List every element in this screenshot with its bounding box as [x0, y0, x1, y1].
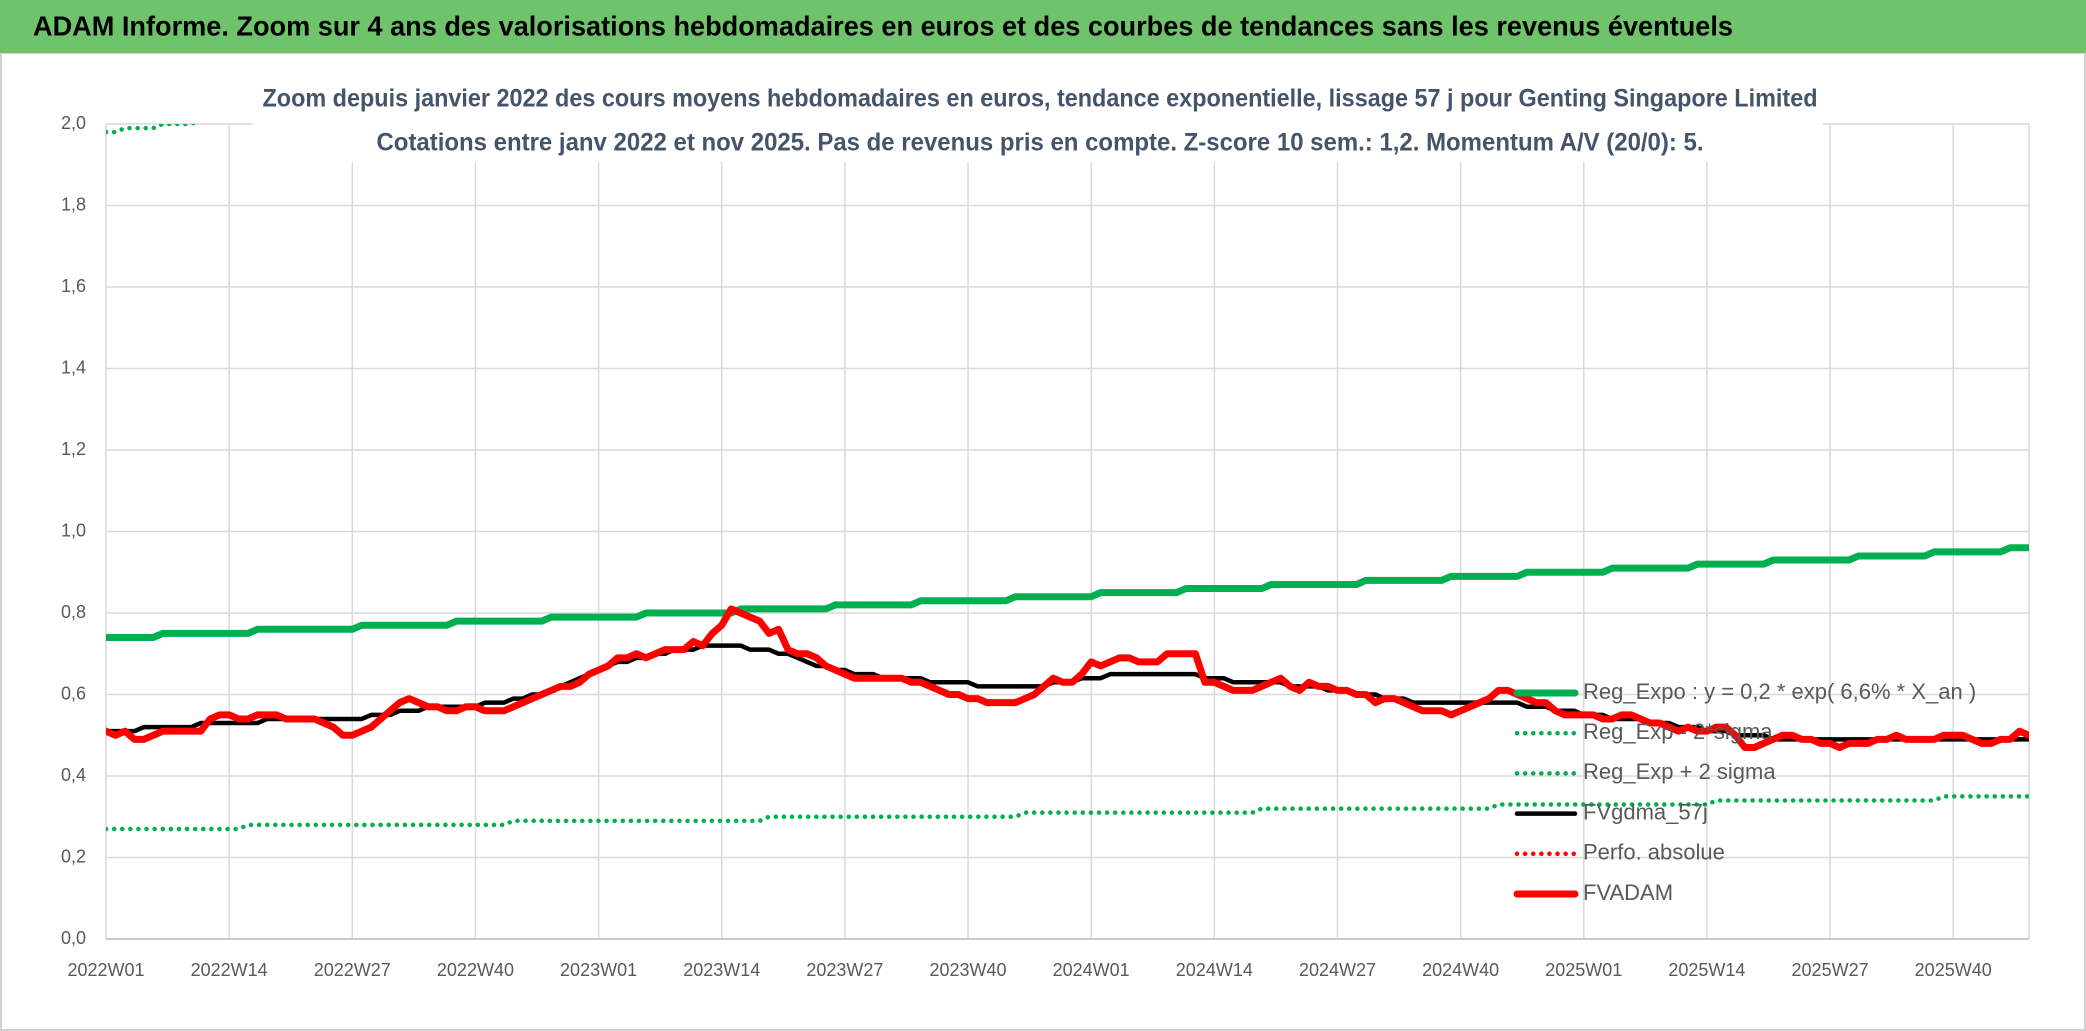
plot-lines	[106, 124, 2029, 832]
series-line	[106, 794, 2029, 832]
legend-label: FVADAM	[1583, 880, 1673, 905]
x-tick-label: 2022W01	[67, 960, 144, 980]
chart-subtitle: Zoom depuis janvier 2022 des cours moyen…	[263, 85, 1818, 113]
subtitle-box	[253, 78, 1823, 162]
legend-label: FVgdma_57j	[1583, 799, 1708, 824]
x-tick-label: 2023W14	[683, 960, 760, 980]
y-tick-label: 1,2	[61, 439, 86, 459]
legend-label: Reg_Exp - 2*sigma	[1583, 719, 1773, 744]
x-tick-label: 2023W01	[560, 960, 637, 980]
x-tick-label: 2023W27	[806, 960, 883, 980]
x-tick-label: 2024W01	[1053, 960, 1130, 980]
y-tick-label: 0,6	[61, 683, 86, 703]
legend: Reg_Expo : y = 0,2 * exp( 6,6% * X_an ) R…	[1513, 679, 1976, 905]
y-tick-label: 0,0	[61, 928, 86, 948]
x-tick-label: 2023W40	[930, 960, 1007, 980]
legend-label: Perfo. absolue	[1583, 840, 1725, 865]
legend-label: Reg_Expo : y = 0,2 * exp( 6,6% * X_an )	[1583, 679, 1976, 704]
chart-title: ADAM Informe. Zoom sur 4 ans des valoris…	[33, 10, 1733, 41]
x-tick-label: 2025W27	[1792, 960, 1869, 980]
chart-subtitle: Cotations entre janv 2022 et nov 2025. P…	[377, 129, 1704, 157]
x-tick-label: 2025W40	[1915, 960, 1992, 980]
x-tick-label: 2022W40	[437, 960, 514, 980]
series-line	[106, 544, 2029, 641]
series-line	[106, 605, 2029, 751]
y-tick-label: 1,4	[61, 357, 86, 377]
x-tick-label: 2024W14	[1176, 960, 1253, 980]
y-tick-label: 1,6	[61, 276, 86, 296]
x-tick-label: 2022W14	[191, 960, 268, 980]
y-tick-label: 1,8	[61, 194, 86, 214]
y-tick-label: 0,2	[61, 846, 86, 866]
legend-label: Reg_Exp + 2 sigma	[1583, 759, 1776, 784]
y-tick-label: 0,4	[61, 765, 86, 785]
y-tick-label: 0,8	[61, 602, 86, 622]
x-tick-label: 2025W01	[1545, 960, 1622, 980]
y-tick-label: 1,0	[61, 520, 86, 540]
x-tick-label: 2022W27	[314, 960, 391, 980]
grid: 0,0 0,2 0,4 0,6 0,8 1,0 1,2 1,4 1,6 1,8 2,0 2022W01…	[61, 113, 2030, 980]
y-tick-label: 2,0	[61, 113, 86, 133]
x-tick-label: 2025W14	[1668, 960, 1745, 980]
x-tick-label: 2024W40	[1422, 960, 1499, 980]
x-tick-label: 2024W27	[1299, 960, 1376, 980]
header-bar	[0, 0, 2086, 53]
